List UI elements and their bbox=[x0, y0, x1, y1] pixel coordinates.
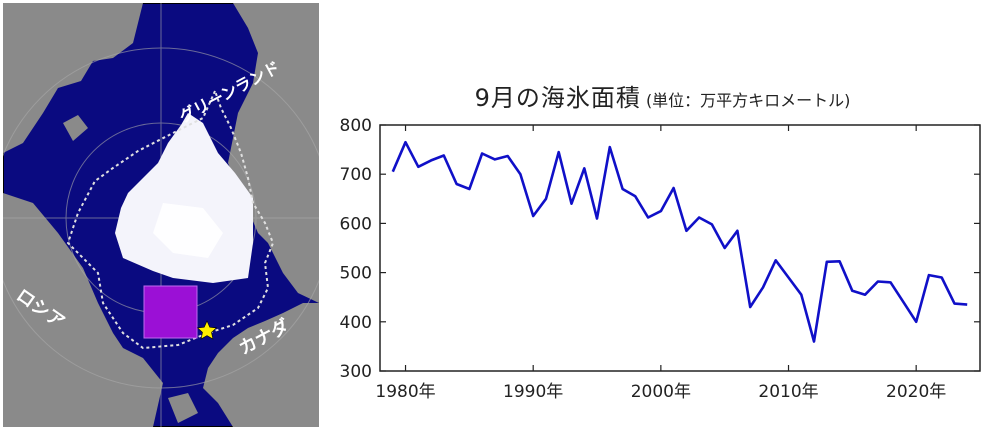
x-tick-label: 1980年 bbox=[375, 382, 435, 402]
x-tick-label: 2010年 bbox=[758, 382, 818, 402]
y-tick-label: 600 bbox=[340, 214, 372, 234]
y-tick-label: 400 bbox=[340, 313, 372, 333]
y-tick-label: 500 bbox=[340, 264, 372, 284]
chart-title-block: 9月の海氷面積 (単位：万平方キロメートル) bbox=[330, 78, 995, 113]
line-chart: 300 400 500 600 700 800 1980年 1990年 2000年 2010年 20… bbox=[340, 116, 981, 402]
map-svg: グリーンランド ロシア カナダ bbox=[0, 2, 332, 428]
y-tick-label: 700 bbox=[340, 165, 372, 185]
y-tick-label: 800 bbox=[340, 116, 372, 136]
y-tick-label: 300 bbox=[340, 362, 372, 382]
chart-title: 9月の海氷面積 bbox=[474, 84, 641, 112]
x-tick-label: 2020年 bbox=[886, 382, 946, 402]
study-region bbox=[143, 285, 198, 339]
x-tick-label: 2000年 bbox=[631, 382, 691, 402]
sea-ice-core bbox=[153, 203, 223, 258]
star-icon bbox=[196, 320, 218, 340]
plot-frame bbox=[379, 124, 981, 372]
land-masses bbox=[3, 3, 319, 427]
series-line bbox=[391, 140, 968, 343]
ice-edge-line bbox=[66, 88, 275, 350]
chart-panel: 9月の海氷面積 (単位：万平方キロメートル) 300 400 500 600 700 80… bbox=[330, 70, 995, 425]
arctic-sea-ice-map: グリーンランド ロシア カナダ bbox=[0, 2, 332, 428]
x-tick-label: 1990年 bbox=[503, 382, 563, 402]
chart-subtitle: (単位：万平方キロメートル) bbox=[645, 91, 851, 110]
